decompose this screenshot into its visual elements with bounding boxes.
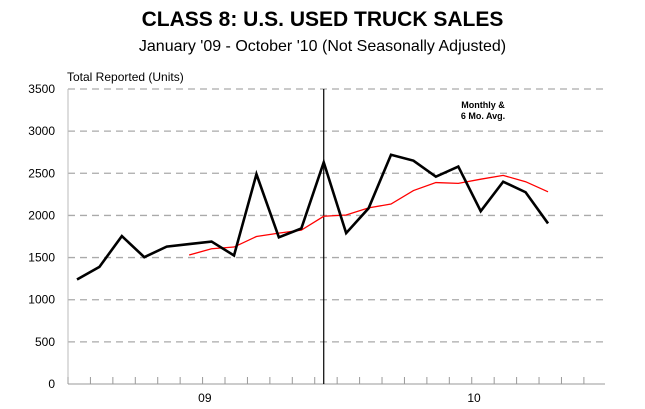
x-year-label: 09 xyxy=(198,391,212,405)
y-tick-label: 1500 xyxy=(28,251,55,265)
y-tick-label: 2000 xyxy=(28,208,55,222)
chart-title: CLASS 8: U.S. USED TRUCK SALES xyxy=(141,8,504,31)
y-tick-label: 0 xyxy=(48,377,55,391)
x-year-label: 10 xyxy=(467,391,481,405)
legend-line-1: Monthly & xyxy=(461,100,505,110)
y-tick-label: 3500 xyxy=(28,82,55,96)
legend-line-2: 6 Mo. Avg. xyxy=(460,111,506,121)
legend-text: Monthly & 6 Mo. Avg. xyxy=(433,100,533,122)
y-tick-label: 2500 xyxy=(28,166,55,180)
y-axis-label: Total Reported (Units) xyxy=(67,70,184,84)
chart-subtitle: January '09 - October '10 (Not Seasonall… xyxy=(138,38,507,55)
monthly-sales-line xyxy=(76,153,550,281)
y-tick-label: 3000 xyxy=(28,124,55,138)
y-tick-label: 1000 xyxy=(28,293,55,307)
y-tick-label: 500 xyxy=(35,335,55,349)
